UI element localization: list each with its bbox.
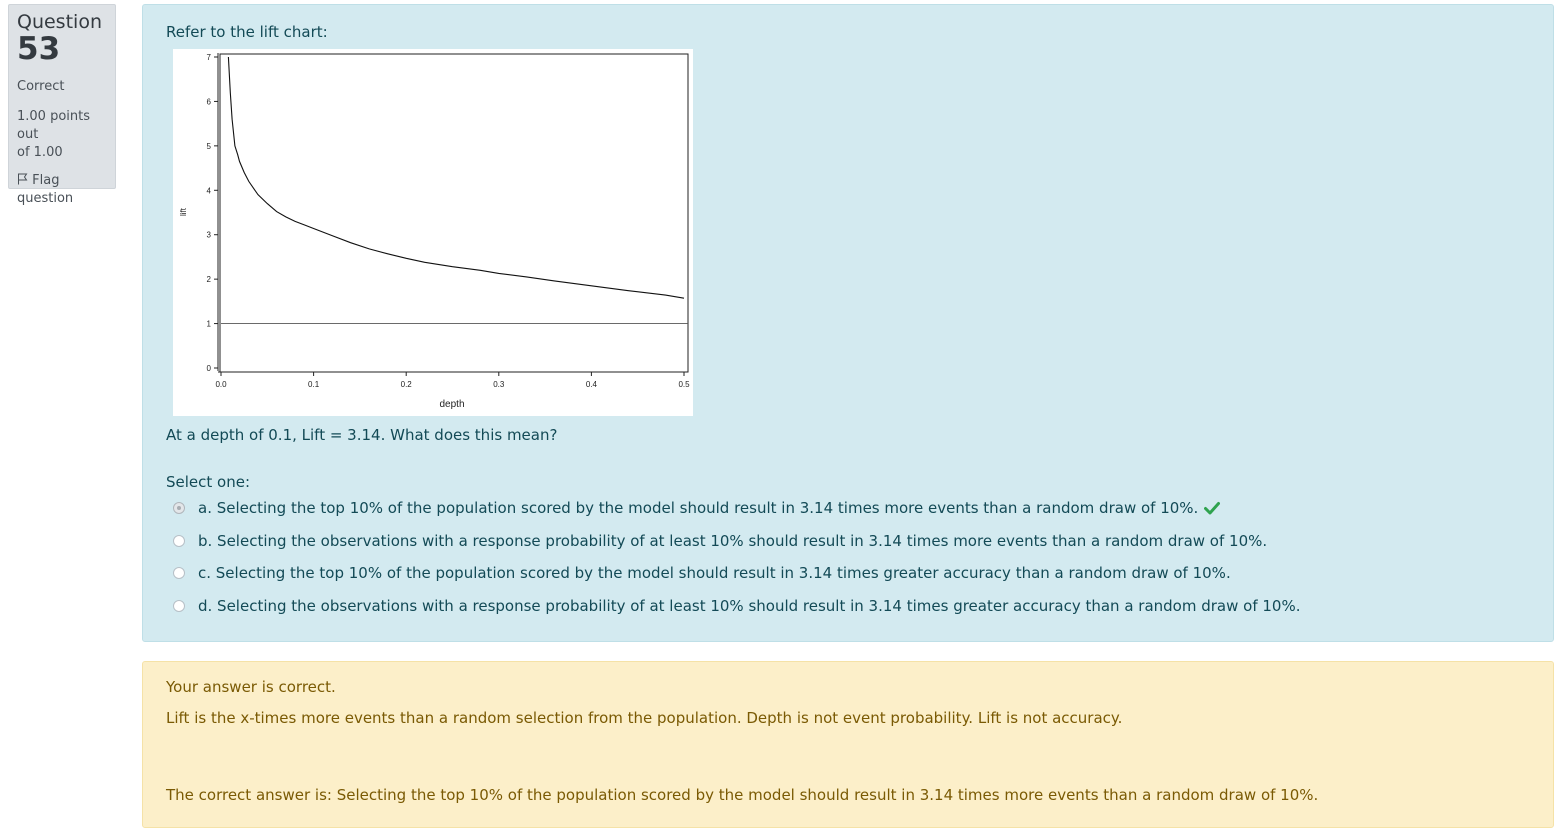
answer-option-b[interactable]: b. Selecting the observations with a res… [173, 530, 1267, 552]
radio-d[interactable] [173, 600, 185, 612]
answer-text-a: a. Selecting the top 10% of the populati… [198, 499, 1199, 517]
x-tick-label-0.2: 0.2 [401, 380, 413, 389]
y-tick-label-4: 4 [207, 186, 212, 195]
grade-line-2: of 1.00 [17, 145, 63, 160]
y-tick-label-5: 5 [207, 142, 212, 151]
question-label: Question [17, 11, 102, 33]
x-axis-label: depth [439, 399, 464, 410]
y-tick-label-3: 3 [207, 231, 212, 240]
lift-curve [227, 56, 685, 299]
flag-icon [18, 173, 28, 185]
radio-a[interactable] [173, 502, 185, 514]
y-axis: 0 1 2 3 4 5 6 7 [207, 53, 219, 373]
question-number: 53 [17, 31, 61, 67]
feedback-general: Lift is the x-times more events than a r… [166, 709, 1123, 727]
feedback-panel: Your answer is correct. Lift is the x-ti… [142, 661, 1554, 828]
x-axis: 0.0 0.1 0.2 0.3 0.4 0.5 [215, 371, 690, 389]
check-icon [1204, 502, 1221, 515]
x-tick-label-0.0: 0.0 [215, 380, 227, 389]
question-state: Correct [17, 79, 65, 94]
y-tick-label-6: 6 [207, 97, 212, 106]
radio-b[interactable] [173, 535, 185, 547]
flag-question-link[interactable]: Flag question [17, 172, 107, 208]
select-one-label: Select one: [166, 473, 251, 491]
feedback-state-message: Your answer is correct. [166, 678, 336, 696]
x-tick-label-0.5: 0.5 [678, 380, 690, 389]
question-formulation: Refer to the lift chart: 0 1 2 3 4 5 6 7 0.0 0.1… [142, 4, 1554, 642]
x-tick-label-0.4: 0.4 [586, 380, 598, 389]
question-intro: Refer to the lift chart: [166, 23, 328, 41]
y-tick-label-0: 0 [207, 364, 212, 373]
answer-option-a[interactable]: a. Selecting the top 10% of the populati… [173, 497, 1221, 519]
answer-text-c: c. Selecting the top 10% of the populati… [198, 564, 1231, 582]
x-tick-label-0.1: 0.1 [308, 380, 320, 389]
question-grade: 1.00 points out of 1.00 [17, 108, 107, 162]
x-tick-label-0.3: 0.3 [493, 380, 505, 389]
y-tick-label-7: 7 [207, 53, 212, 62]
y-tick-label-1: 1 [207, 320, 212, 329]
question-prompt: At a depth of 0.1, Lift = 3.14. What doe… [166, 426, 558, 444]
y-axis-label: lift [179, 207, 188, 216]
lift-chart: 0 1 2 3 4 5 6 7 0.0 0.1 0.2 0.3 0.4 0.5 depth lift [173, 49, 693, 416]
answer-text-d: d. Selecting the observations with a res… [198, 597, 1301, 615]
flag-label-line-1: Flag [32, 173, 60, 188]
y-tick-label-2: 2 [207, 275, 212, 284]
answer-option-d[interactable]: d. Selecting the observations with a res… [173, 595, 1300, 617]
grade-line-1: 1.00 points out [17, 109, 91, 142]
feedback-right-answer: The correct answer is: Selecting the top… [166, 786, 1319, 804]
flag-label-line-2: question [17, 191, 74, 206]
question-info-panel: Question 53 Correct 1.00 points out of 1… [8, 4, 116, 206]
plot-frame [219, 53, 689, 373]
radio-c[interactable] [173, 567, 185, 579]
answer-text-b: b. Selecting the observations with a res… [198, 532, 1268, 550]
answer-option-c[interactable]: c. Selecting the top 10% of the populati… [173, 562, 1231, 584]
